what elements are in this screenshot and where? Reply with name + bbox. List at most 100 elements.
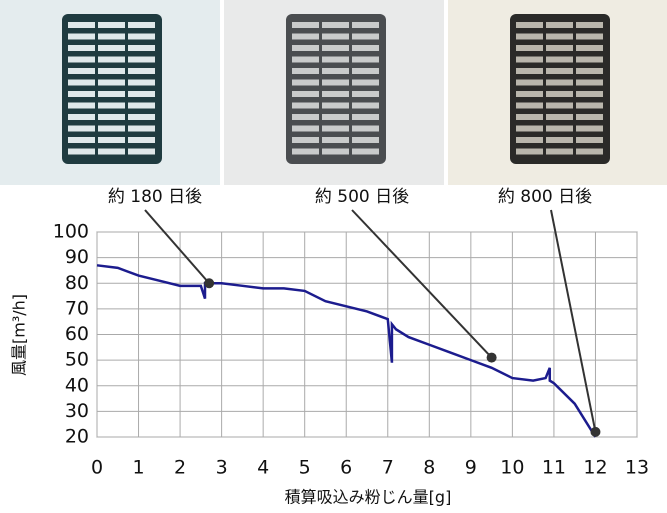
grille-slot [292,68,319,74]
grille-slot [546,80,573,86]
grille-slot [128,114,155,120]
grille-slot [98,91,125,97]
grille-slot [322,137,349,143]
grille-slot [576,80,603,86]
grille-slot [546,114,573,120]
y-tick-label: 40 [65,374,89,396]
grille-slot [576,45,603,51]
grille-slot [292,103,319,109]
grille-slot [516,149,543,155]
grille-slot [98,22,125,28]
grille-slot [68,114,95,120]
grille-slot [292,149,319,155]
y-tick-label: 70 [65,297,89,319]
y-tick-label: 20 [65,426,89,448]
x-tick-label: 13 [625,457,649,479]
grille-slot [322,91,349,97]
grille-slot [352,137,379,143]
x-tick-label: 9 [465,457,477,479]
grille-slot [68,103,95,109]
grille-slot [576,149,603,155]
grille-slot [322,103,349,109]
grille-slot [516,80,543,86]
grille-slot [576,68,603,74]
grille-slot [322,80,349,86]
x-tick-label: 4 [257,457,269,479]
grille-slot [98,137,125,143]
grille-slot [322,57,349,63]
x-tick-label: 8 [423,457,435,479]
grille-slot [98,80,125,86]
grille-slot [516,114,543,120]
grille-slot [352,91,379,97]
grille-slot [546,149,573,155]
x-tick-label: 6 [340,457,352,479]
grille-slot [546,45,573,51]
grille-slot [322,68,349,74]
grille-slot [292,57,319,63]
grille-slot [292,137,319,143]
annotation-label: 約 180 日後 [108,187,202,207]
y-tick-label: 90 [65,246,89,268]
photos [0,0,667,185]
grille-slot [352,45,379,51]
annotation-point [204,278,214,288]
grille-slot [98,34,125,40]
grille-slot [322,45,349,51]
grille-slot [128,57,155,63]
grille-slot [68,80,95,86]
grille-slot [128,22,155,28]
grille-slot [546,91,573,97]
grille-slot [322,126,349,132]
grille-slot [128,45,155,51]
grille-slot [516,103,543,109]
grille-slot [516,34,543,40]
grille-slot [128,149,155,155]
x-tick-label: 12 [583,457,607,479]
grille-slot [128,80,155,86]
grille-slot [68,45,95,51]
grille-slot [292,114,319,120]
grille-slot [128,91,155,97]
y-tick-label: 50 [65,349,89,371]
y-tick-label: 80 [65,272,89,294]
grille-slot [68,22,95,28]
grille-slot [292,34,319,40]
grille-slot [98,126,125,132]
grille-slot [98,68,125,74]
grille-slot [322,149,349,155]
grille-slot [98,149,125,155]
grille-slot [292,22,319,28]
grille-slot [576,91,603,97]
grille-slot [546,34,573,40]
grille-slot [352,22,379,28]
grille-slot [128,68,155,74]
grille-slot [576,57,603,63]
grille-slot [546,22,573,28]
grille-slot [292,126,319,132]
grille-slot [68,68,95,74]
grille-slot [352,68,379,74]
grille-slot [68,137,95,143]
grille-slot [352,57,379,63]
annotation-point [590,427,600,437]
grille-slot [98,114,125,120]
x-axis-label: 積算吸込み粉じん量[g] [285,488,452,507]
x-tick-label: 1 [132,457,144,479]
y-axis-label: 風量[m³/h] [10,294,29,376]
grille-slot [352,103,379,109]
grille-slot [322,22,349,28]
x-tick-label: 11 [542,457,566,479]
grille-slot [576,114,603,120]
grille-slot [546,68,573,74]
grille-slot [128,34,155,40]
grille-slot [98,103,125,109]
grille-slot [128,137,155,143]
grille-slot [576,137,603,143]
grille-slot [68,57,95,63]
grille-slot [352,126,379,132]
grille-slot [68,149,95,155]
grille-slot [516,91,543,97]
x-tick-label: 3 [216,457,228,479]
grille-slot [292,91,319,97]
